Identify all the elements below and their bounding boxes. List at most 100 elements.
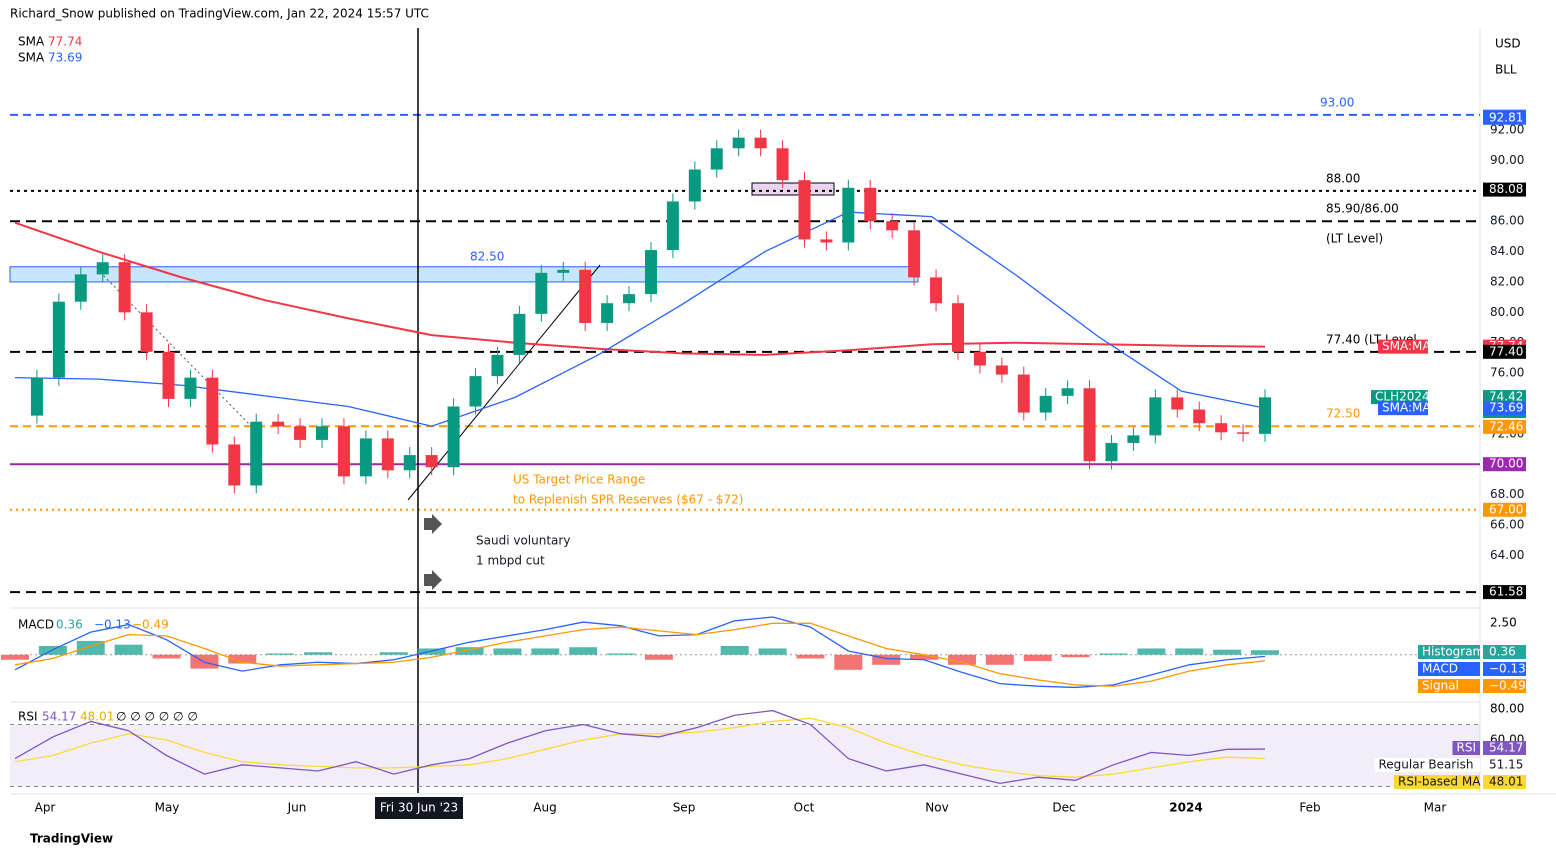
price-tick-label: 64.00: [1490, 548, 1524, 562]
candle: [316, 426, 329, 440]
price-tag: [1483, 585, 1526, 600]
candle: [666, 201, 679, 251]
price-tag-label: 88.08: [1489, 182, 1523, 196]
tag-name: Histogram: [1422, 645, 1484, 659]
pane-value: 0.36: [56, 618, 83, 632]
price-tick-label: 68.00: [1490, 487, 1524, 501]
currency-button: BLL: [1495, 63, 1517, 77]
candle: [930, 277, 943, 304]
candle: [228, 444, 241, 486]
price-tag: [1483, 182, 1526, 197]
time-label: Dec: [1052, 801, 1075, 815]
level-label: 72.50: [1326, 407, 1360, 421]
tag-name-bg: [1371, 390, 1428, 405]
candle: [995, 365, 1008, 375]
price-tag-label: 92.81: [1489, 110, 1523, 124]
legend-value: 77.74: [48, 35, 82, 49]
tag-name-bg: [1418, 679, 1480, 693]
price-tag: [1483, 344, 1526, 359]
histogram-bar: [1023, 654, 1052, 662]
candle: [1017, 374, 1030, 413]
candle: [623, 294, 636, 304]
pane-value: 48.01: [80, 710, 114, 724]
sma: [14, 221, 1266, 356]
level-label: 88.00: [1326, 171, 1360, 185]
candle: [557, 269, 570, 273]
candle: [491, 354, 504, 377]
histogram-bar: [379, 652, 408, 655]
histogram-bar: [834, 654, 863, 670]
time-label: Jun: [287, 801, 307, 815]
price-tag: [1483, 401, 1526, 416]
price-tick-label: 92.00: [1490, 123, 1524, 137]
price-tag: [1483, 502, 1526, 517]
price-tag: [1483, 419, 1526, 434]
candle: [644, 250, 657, 295]
pane-title: RSI: [18, 710, 38, 724]
candle: [184, 377, 197, 399]
candle: [1083, 388, 1096, 462]
price-tag: [1483, 110, 1526, 125]
candle: [864, 187, 877, 222]
tag-name-bg: [1418, 645, 1480, 659]
tag-name: CLH2024: [1375, 390, 1430, 404]
candle: [118, 262, 131, 313]
price-tick-label: 84.00: [1490, 244, 1524, 258]
price-tick-label: 90.00: [1490, 153, 1524, 167]
candle: [1127, 435, 1140, 443]
histogram-bar: [304, 652, 333, 655]
candle: [469, 376, 482, 407]
histogram-bar: [644, 654, 673, 660]
signal-line: [14, 622, 1266, 687]
histogram-bar: [758, 648, 787, 655]
price-tick-label: 86.00: [1490, 214, 1524, 228]
price-tag-label: 67.00: [1489, 502, 1523, 516]
candle: [1061, 388, 1074, 396]
candle: [973, 351, 986, 366]
legend-name: SMA: [18, 35, 45, 49]
sma-line: [14, 211, 1266, 427]
candle: [1105, 442, 1118, 462]
time-label: Oct: [794, 801, 815, 815]
candle: [820, 239, 833, 243]
price-tag-label: 72.46: [1489, 419, 1523, 433]
candle: [951, 303, 964, 352]
candle: [337, 426, 350, 477]
pane-inputs: ∅ ∅ ∅ ∅ ∅ ∅: [116, 710, 198, 724]
candle: [579, 269, 592, 323]
candle: [776, 148, 789, 181]
tag-value: 0.36: [1489, 645, 1516, 659]
candle: [1171, 397, 1184, 410]
candle: [294, 426, 307, 440]
rsi-tick: 80.00: [1490, 702, 1524, 716]
candle: [30, 377, 43, 416]
tag-name-bg: [1452, 741, 1480, 755]
histogram-bar: [266, 653, 295, 655]
candle: [96, 262, 109, 275]
histogram-bar: [985, 654, 1014, 665]
rsi-line: [14, 709, 1266, 785]
histogram-bar: [228, 654, 257, 664]
histogram-bar: [910, 654, 939, 660]
tag-name-bg: [1378, 401, 1428, 416]
attribution: Richard_Snow published on TradingView.co…: [10, 7, 429, 21]
tag-name: Regular Bearish: [1379, 758, 1474, 772]
candle: [601, 303, 614, 323]
tag-name-bg: [1418, 662, 1480, 676]
histogram-bar: [607, 653, 636, 655]
saudi-annotation: 1 mbpd cut: [476, 554, 545, 568]
candle: [1215, 423, 1228, 433]
tag-bg: [1483, 645, 1526, 659]
tag-name-bg: [1374, 758, 1480, 772]
candle: [1193, 409, 1206, 424]
currency-button: USD: [1495, 37, 1521, 51]
candle: [403, 455, 416, 471]
histogram-bar: [1213, 649, 1242, 655]
histogram-bar: [569, 647, 598, 655]
macd-line: [14, 616, 1266, 689]
rsi-band: [10, 724, 1480, 787]
candle: [272, 421, 285, 427]
zone: [9, 266, 919, 283]
candle: [140, 312, 153, 352]
level-label: 85.90/86.00: [1326, 202, 1399, 216]
